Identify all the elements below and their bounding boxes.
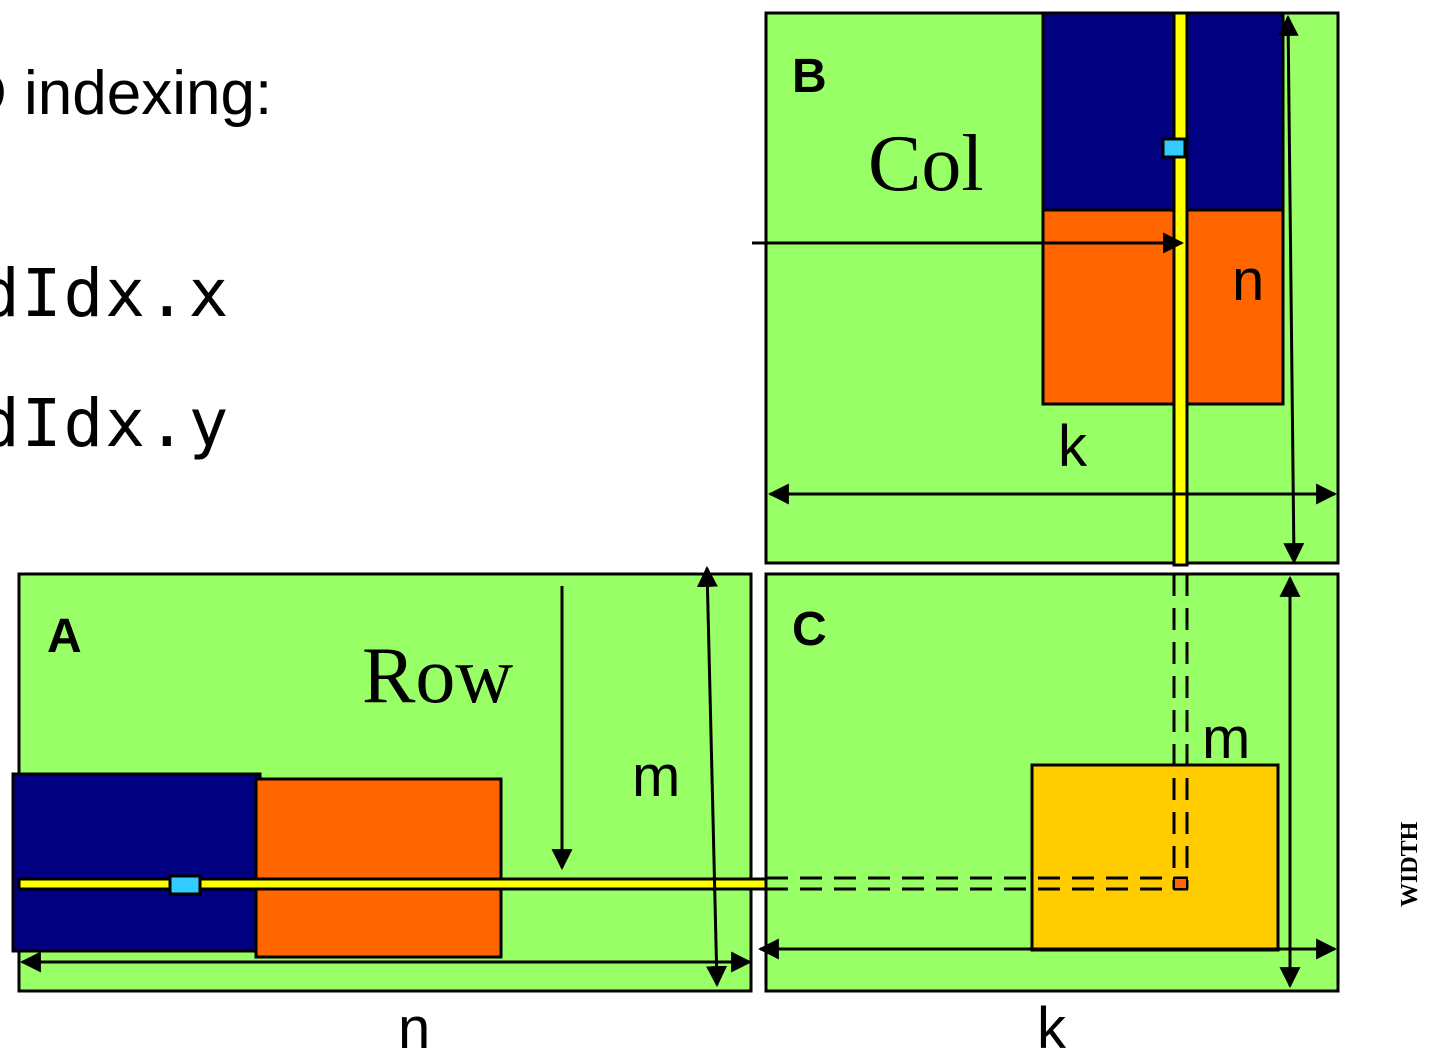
matrix-a-label: A	[47, 610, 82, 663]
heading-text: D indexing:	[0, 59, 273, 128]
code-line-y: dIdx.y	[0, 385, 231, 462]
matrix-c-result-tile	[1030, 763, 1280, 952]
a-element-marker	[168, 874, 202, 896]
matrix-c-label: C	[792, 603, 827, 656]
matrix-b-index-label: Col	[868, 120, 984, 208]
matrix-c-dim-vertical: m	[1202, 706, 1250, 771]
matrix-a-dim-horizontal: n	[398, 996, 430, 1055]
c-element-marker	[1173, 877, 1188, 890]
matrix-a-orange-tile	[254, 777, 503, 959]
matrix-c-dim-horizontal: k	[1037, 996, 1067, 1055]
matrix-a-dim-vertical: m	[632, 744, 680, 809]
code-line-x: dIdx.x	[0, 255, 231, 332]
b-element-marker	[1161, 137, 1187, 159]
matrix-a-index-label: Row	[362, 632, 513, 720]
matrix-a-dark-tile	[11, 772, 262, 953]
a-row-highlight	[17, 877, 768, 891]
side-width-label: WIDTH	[1397, 821, 1423, 907]
matrix-b-dark-tile	[1041, 11, 1285, 212]
b-height-arrow	[1277, 14, 1305, 565]
matrix-b-dim-horizontal: k	[1058, 414, 1088, 479]
matrix-b-dim-vertical: n	[1232, 248, 1264, 313]
matrix-b-label: B	[792, 50, 827, 103]
b-column-highlight	[1172, 11, 1189, 567]
a-height-arrow	[696, 565, 728, 988]
